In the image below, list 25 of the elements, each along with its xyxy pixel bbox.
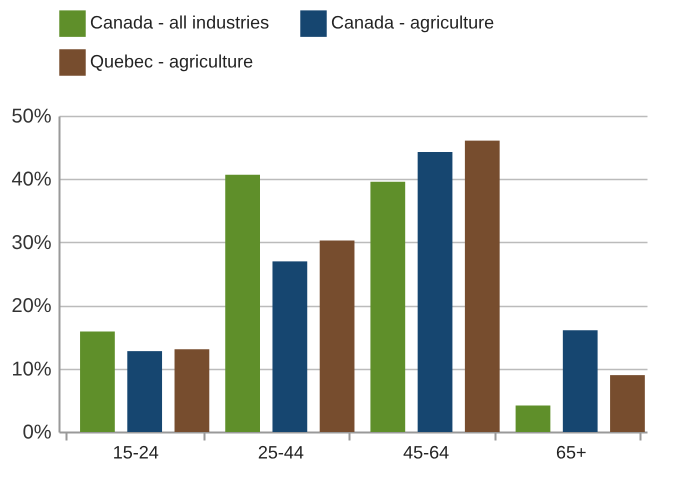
x-tick-label: 65+: [556, 442, 587, 462]
legend-label: Canada - all industries: [90, 12, 270, 33]
x-tick-label: 15-24: [112, 442, 159, 462]
y-tick-label: 10%: [11, 358, 52, 380]
bar: [562, 330, 598, 432]
bar: [516, 405, 550, 432]
bar: [127, 351, 162, 432]
bar: [320, 240, 354, 432]
y-tick-label: 30%: [11, 232, 52, 254]
x-tick-label: 25-44: [258, 442, 304, 462]
legend-label: Canada - agriculture: [331, 12, 494, 33]
bar: [610, 375, 645, 432]
bar: [272, 261, 308, 432]
y-tick-label: 0%: [22, 422, 52, 444]
y-tick-label: 50%: [11, 106, 52, 128]
bar: [174, 349, 210, 432]
y-tick-label: 20%: [11, 295, 52, 318]
legend-label: Quebec - agriculture: [90, 52, 254, 72]
bar: [225, 174, 260, 432]
bar: [464, 140, 500, 432]
bar: [418, 152, 452, 432]
bar: [80, 332, 115, 432]
y-tick-label: 40%: [11, 168, 52, 191]
x-tick-label: 45-64: [403, 442, 450, 462]
bar: [370, 182, 406, 432]
